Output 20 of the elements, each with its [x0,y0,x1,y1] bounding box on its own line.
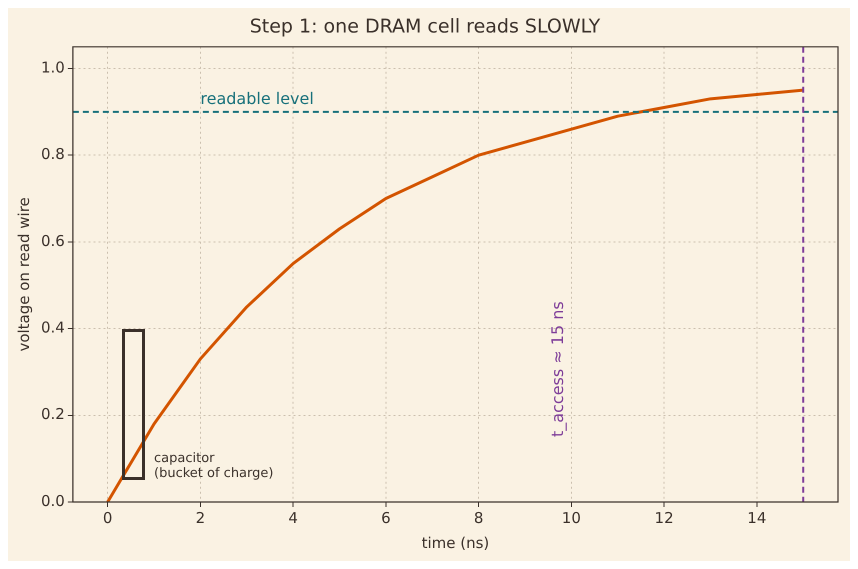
x-axis-title: time (ns) [422,534,490,552]
y-tick-label: 0.2 [40,405,65,424]
x-tick-label: 10 [562,508,581,527]
x-tick-label: 2 [196,508,206,527]
ref-line-label: t_access ≈ 15 ns [548,301,567,437]
y-tick-label: 0.4 [40,318,65,336]
annotation: capacitor (bucket of charge) [154,451,274,482]
x-tick-label: 6 [381,508,391,527]
x-tick-label: 8 [474,508,484,527]
x-tick-label: 12 [654,508,674,527]
y-tick-label: 0.6 [40,232,65,250]
y-tick-label: 0.8 [40,145,65,164]
chart-title: Step 1: one DRAM cell reads SLOWLY [250,15,601,38]
x-tick-label: 14 [747,508,766,527]
y-tick-label: 0.0 [40,492,65,510]
x-tick-label: 4 [288,508,298,527]
y-tick-label: 1.0 [40,58,65,76]
y-axis-title: voltage on read wire [14,197,33,352]
x-tick-label: 0 [102,508,112,527]
ref-line-label: readable level [200,88,314,108]
